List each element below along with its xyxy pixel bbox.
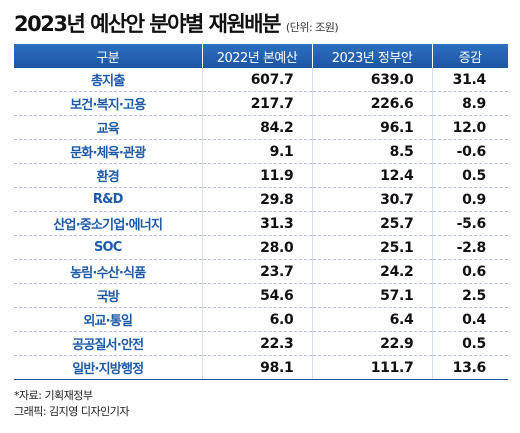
source-note: *자료: 기획재정부: [14, 389, 93, 402]
value-2022: 84.2: [201, 115, 312, 140]
table-row: 일반·지방행정 98.1 111.7 13.6: [14, 355, 508, 380]
value-change: 13.6: [431, 355, 508, 380]
row-label: 보건·복지·고용: [14, 91, 202, 116]
value-2023: 111.7: [311, 355, 432, 380]
row-label: 일반·지방행정: [14, 355, 202, 380]
value-2023: 639.0: [311, 68, 432, 92]
table-header-row: 구분 2022년 본예산 2023년 정부안 증감: [14, 44, 508, 68]
unit-label: (단위: 조원): [285, 21, 339, 34]
table-row: 국방 54.6 57.1 2.5: [14, 283, 508, 308]
value-2022: 28.0: [201, 235, 312, 260]
title-row: 2023년 예산안 분야별 재원배분 (단위: 조원): [14, 8, 339, 38]
graphic-credit: 그래픽: 김지영 디자인기자: [14, 405, 130, 418]
value-change: 8.9: [431, 91, 508, 116]
column-header-2023: 2023년 정부안: [311, 44, 432, 68]
table-row: 문화·체육·관광 9.1 8.5 -0.6: [14, 139, 508, 164]
row-label: 농림·수산·식품: [14, 259, 202, 284]
row-label: 국방: [14, 283, 202, 308]
value-2023: 96.1: [311, 115, 432, 140]
column-header-change: 증감: [431, 44, 508, 68]
value-change: -0.6: [431, 139, 508, 164]
row-label: 문화·체육·관광: [14, 139, 202, 164]
value-2023: 25.7: [311, 211, 432, 236]
value-2023: 12.4: [311, 163, 432, 188]
table-row: 공공질서·안전 22.3 22.9 0.5: [14, 331, 508, 356]
value-change: 0.9: [431, 187, 508, 212]
value-change: 12.0: [431, 115, 508, 140]
value-2023: 25.1: [311, 235, 432, 260]
row-label: 총지출: [14, 68, 202, 92]
value-2023: 22.9: [311, 331, 432, 356]
table-row: 산업·중소기업·에너지 31.3 25.7 -5.6: [14, 211, 508, 236]
value-change: 2.5: [431, 283, 508, 308]
value-2022: 217.7: [201, 91, 312, 116]
row-label: SOC: [14, 235, 202, 260]
value-2022: 22.3: [201, 331, 312, 356]
value-2022: 9.1: [201, 139, 312, 164]
table-row: 농림·수산·식품 23.7 24.2 0.6: [14, 259, 508, 284]
value-change: 0.6: [431, 259, 508, 284]
value-2022: 11.9: [201, 163, 312, 188]
value-2022: 23.7: [201, 259, 312, 284]
row-label: R&D: [14, 187, 202, 212]
table-row: 외교·통일 6.0 6.4 0.4: [14, 307, 508, 332]
row-label: 환경: [14, 163, 202, 188]
column-header-2022: 2022년 본예산: [201, 44, 312, 68]
table-row: SOC 28.0 25.1 -2.8: [14, 235, 508, 260]
value-2022: 29.8: [201, 187, 312, 212]
table-row: 보건·복지·고용 217.7 226.6 8.9: [14, 91, 508, 116]
table-row: 환경 11.9 12.4 0.5: [14, 163, 508, 188]
table-row: 총지출 607.7 639.0 31.4: [14, 68, 508, 92]
row-label: 산업·중소기업·에너지: [14, 211, 202, 236]
value-2022: 98.1: [201, 355, 312, 380]
value-2022: 607.7: [201, 68, 312, 92]
value-change: 31.4: [431, 68, 508, 92]
value-2023: 57.1: [311, 283, 432, 308]
value-change: 0.5: [431, 163, 508, 188]
row-label: 외교·통일: [14, 307, 202, 332]
page-title: 2023년 예산안 분야별 재원배분: [14, 12, 281, 36]
footer: *자료: 기획재정부 그래픽: 김지영 디자인기자: [14, 388, 130, 420]
column-header-category: 구분: [14, 44, 202, 68]
value-2023: 8.5: [311, 139, 432, 164]
value-change: 0.4: [431, 307, 508, 332]
value-change: 0.5: [431, 331, 508, 356]
value-2022: 6.0: [201, 307, 312, 332]
value-2023: 30.7: [311, 187, 432, 212]
row-label: 교육: [14, 115, 202, 140]
table-row: 교육 84.2 96.1 12.0: [14, 115, 508, 140]
table-body: 총지출 607.7 639.0 31.4 보건·복지·고용 217.7 226.6 8.9 교육…: [14, 68, 508, 380]
value-2022: 54.6: [201, 283, 312, 308]
table-row: R&D 29.8 30.7 0.9: [14, 187, 508, 212]
value-2023: 6.4: [311, 307, 432, 332]
budget-table: 구분 2022년 본예산 2023년 정부안 증감 총지출 607.7 639.0 3…: [14, 44, 508, 380]
budget-table-container: 구분 2022년 본예산 2023년 정부안 증감 총지출 607.7 639.0 3…: [14, 44, 508, 380]
value-change: -2.8: [431, 235, 508, 260]
value-2023: 24.2: [311, 259, 432, 284]
value-change: -5.6: [431, 211, 508, 236]
value-2023: 226.6: [311, 91, 432, 116]
value-2022: 31.3: [201, 211, 312, 236]
row-label: 공공질서·안전: [14, 331, 202, 356]
